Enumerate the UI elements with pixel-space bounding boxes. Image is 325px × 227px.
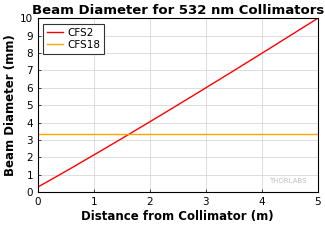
CFS2 (316, 17, 319, 20)
CFS18 (202, 133, 206, 135)
CFS2 (202, 87, 206, 90)
Line: CFS2: CFS2 (38, 18, 318, 187)
Legend: CFS2, CFS18: CFS2, CFS18 (43, 24, 104, 54)
CFS18 (316, 133, 319, 135)
Y-axis label: Beam Diameter (mm): Beam Diameter (mm) (4, 34, 17, 176)
CFS2 (187, 97, 191, 99)
CFS18 (187, 133, 191, 135)
CFS2 (265, 49, 269, 51)
CFS18 (170, 133, 174, 135)
CFS2 (169, 108, 173, 111)
CFS18 (36, 133, 40, 135)
CFS18 (265, 133, 269, 135)
CFS18 (169, 133, 173, 135)
CFS2 (36, 186, 40, 188)
X-axis label: Distance from Collimator (m): Distance from Collimator (m) (82, 210, 274, 223)
Text: THORLABS: THORLABS (269, 178, 306, 183)
CFS2 (170, 107, 174, 110)
CFS2 (309, 21, 313, 24)
Title: Beam Diameter for 532 nm Collimators: Beam Diameter for 532 nm Collimators (32, 4, 324, 17)
CFS18 (309, 133, 313, 135)
